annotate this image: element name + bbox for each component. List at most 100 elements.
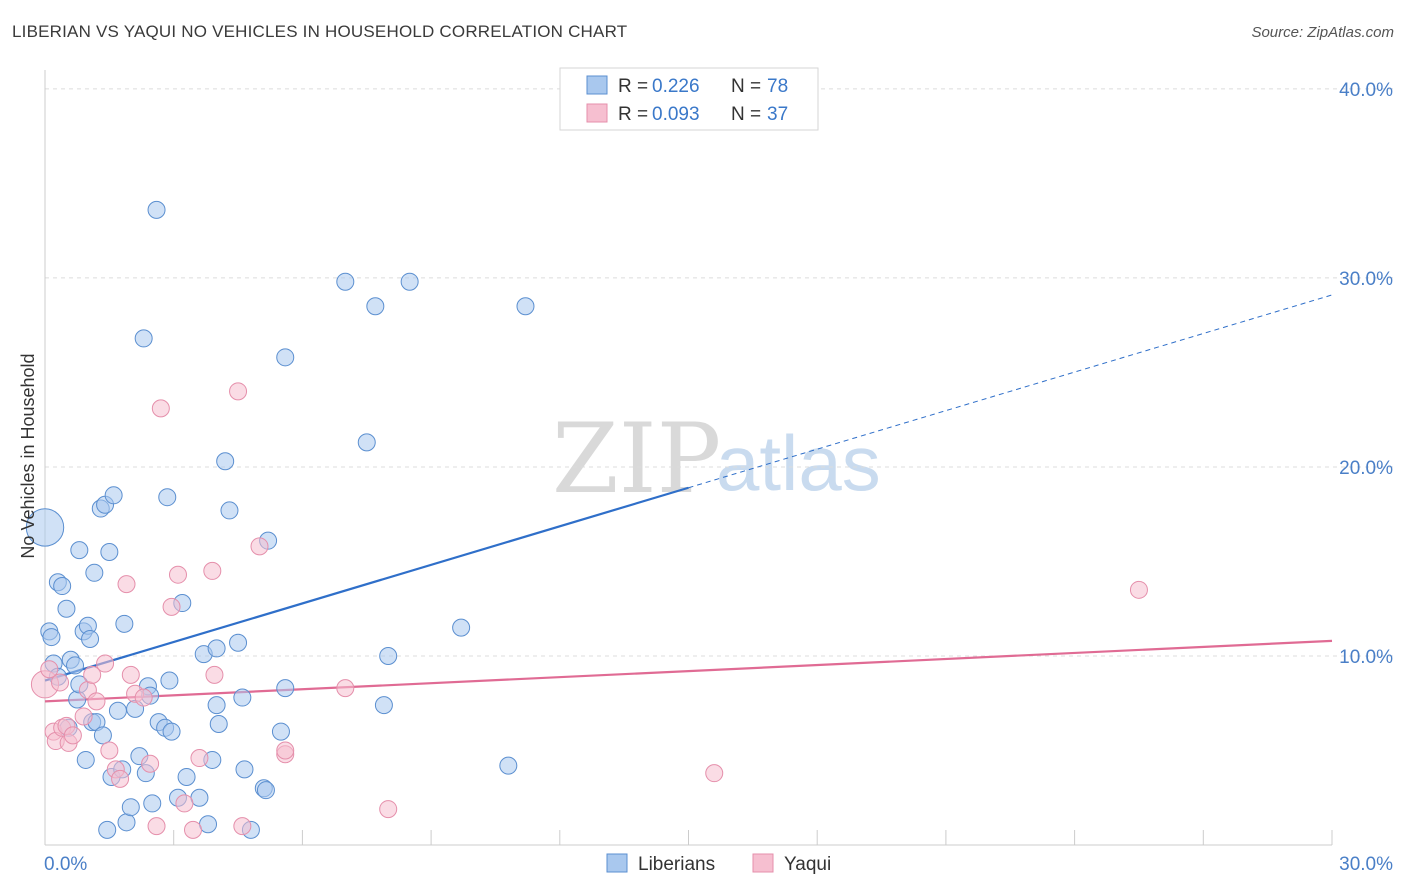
point-liberians	[98, 820, 117, 839]
stats-legend: R = 0.226 N = 78 R = 0.093 N = 37	[559, 67, 819, 131]
legend-r-label-liberians: R =	[618, 76, 648, 97]
point-liberians	[276, 348, 295, 367]
trend-line-liberians	[44, 486, 689, 682]
point-yaqui	[111, 769, 130, 788]
point-liberians	[233, 688, 252, 707]
data-points	[25, 200, 1148, 839]
point-liberians	[220, 501, 239, 520]
point-yaqui	[233, 817, 252, 836]
point-liberians	[81, 629, 100, 648]
y-tick-label: 30.0%	[1339, 269, 1393, 290]
legend-r-value-yaqui: 0.093	[652, 104, 700, 125]
point-liberians	[100, 543, 119, 562]
bottom-legend-label-yaqui: Yaqui	[784, 854, 831, 875]
axes	[44, 70, 1333, 846]
series-legend: Liberians Yaqui	[606, 853, 831, 875]
legend-swatch-yaqui	[586, 103, 608, 123]
point-yaqui	[162, 597, 181, 616]
point-liberians	[85, 563, 104, 582]
legend-swatch-liberians	[586, 75, 608, 95]
point-yaqui	[250, 537, 269, 556]
point-yaqui	[229, 382, 248, 401]
trend-line-yaqui	[44, 639, 1333, 703]
point-liberians	[104, 486, 123, 505]
trend-line-liberians-extrapolated	[688, 294, 1333, 489]
point-liberians	[147, 200, 166, 219]
point-yaqui	[203, 561, 222, 580]
point-yaqui	[190, 749, 209, 768]
point-yaqui	[151, 399, 170, 418]
point-yaqui	[87, 692, 106, 711]
y-tick-label: 40.0%	[1339, 80, 1393, 101]
source-credit: Source: ZipAtlas.com	[1251, 24, 1394, 41]
x-tick-label: 30.0%	[1339, 854, 1393, 875]
legend-n-label-yaqui: N =	[731, 104, 761, 125]
point-liberians	[143, 794, 162, 813]
point-liberians	[207, 639, 226, 658]
point-liberians	[271, 722, 290, 741]
point-liberians	[516, 297, 535, 316]
y-tick-label: 20.0%	[1339, 458, 1393, 479]
point-liberians	[76, 750, 95, 769]
point-yaqui	[336, 679, 355, 698]
point-liberians	[452, 618, 471, 637]
point-liberians	[256, 781, 275, 800]
point-yaqui	[205, 665, 224, 684]
point-liberians	[379, 646, 398, 665]
point-liberians	[209, 715, 228, 734]
point-liberians	[93, 726, 112, 745]
point-yaqui	[134, 688, 153, 707]
point-yaqui	[83, 665, 102, 684]
point-yaqui	[74, 707, 93, 726]
point-liberians	[357, 433, 376, 452]
watermark-zip: ZIP	[552, 403, 721, 515]
point-yaqui	[168, 565, 187, 584]
point-liberians	[108, 701, 127, 720]
point-yaqui	[141, 754, 160, 773]
point-liberians	[499, 756, 518, 775]
point-yaqui	[51, 673, 70, 692]
point-liberians	[160, 671, 179, 690]
point-liberians	[57, 599, 76, 618]
bottom-legend-swatch-yaqui	[752, 853, 774, 873]
point-yaqui	[40, 660, 59, 679]
legend-n-value-liberians: 78	[767, 76, 788, 97]
point-liberians	[235, 760, 254, 779]
y-tick-labels: 10.0% 20.0% 30.0% 40.0%	[1339, 80, 1393, 668]
point-liberians	[216, 452, 235, 471]
y-tick-label: 10.0%	[1339, 647, 1393, 668]
point-yaqui	[96, 654, 115, 673]
point-liberians	[190, 788, 209, 807]
point-liberians	[374, 696, 393, 715]
bottom-legend-label-liberians: Liberians	[638, 854, 715, 875]
point-liberians	[158, 488, 177, 507]
legend-n-value-yaqui: 37	[767, 104, 788, 125]
legend-r-label-yaqui: R =	[618, 104, 648, 125]
point-liberians	[117, 813, 136, 832]
point-yaqui	[63, 726, 82, 745]
watermark-atlas: atlas	[716, 419, 881, 507]
point-liberians	[366, 297, 385, 316]
point-liberians	[134, 329, 153, 348]
point-yaqui	[379, 800, 398, 819]
legend-n-label-liberians: N =	[731, 76, 761, 97]
point-liberians	[53, 577, 72, 596]
point-yaqui	[147, 817, 166, 836]
point-yaqui	[175, 794, 194, 813]
point-liberians	[162, 722, 181, 741]
point-liberians	[229, 633, 248, 652]
point-liberians	[336, 272, 355, 291]
point-liberians	[115, 614, 134, 633]
point-liberians	[276, 679, 295, 698]
gridlines	[45, 88, 1395, 657]
point-yaqui	[117, 575, 136, 594]
point-yaqui	[705, 764, 724, 783]
point-liberians	[66, 656, 85, 675]
point-yaqui	[1129, 580, 1148, 599]
point-liberians	[70, 541, 89, 560]
point-liberians	[42, 628, 61, 647]
bottom-legend-swatch-liberians	[606, 853, 628, 873]
point-liberians	[207, 696, 226, 715]
point-yaqui	[184, 820, 203, 839]
